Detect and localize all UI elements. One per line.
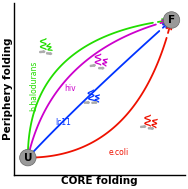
Polygon shape [84, 101, 89, 104]
X-axis label: CORE folding: CORE folding [61, 176, 138, 186]
Circle shape [20, 149, 36, 166]
Text: hiv: hiv [65, 84, 76, 93]
Polygon shape [141, 125, 146, 128]
Polygon shape [148, 127, 154, 129]
Polygon shape [92, 101, 97, 104]
Text: b.halodurans: b.halodurans [29, 60, 38, 111]
Polygon shape [47, 53, 52, 55]
Circle shape [163, 12, 180, 28]
Text: e.coli: e.coli [108, 148, 128, 157]
Polygon shape [40, 51, 45, 53]
Text: U: U [24, 153, 32, 163]
Text: F: F [168, 15, 175, 25]
Polygon shape [90, 64, 96, 67]
Y-axis label: Periphery folding: Periphery folding [3, 38, 13, 140]
Text: lc11: lc11 [55, 118, 71, 127]
Polygon shape [99, 67, 104, 69]
